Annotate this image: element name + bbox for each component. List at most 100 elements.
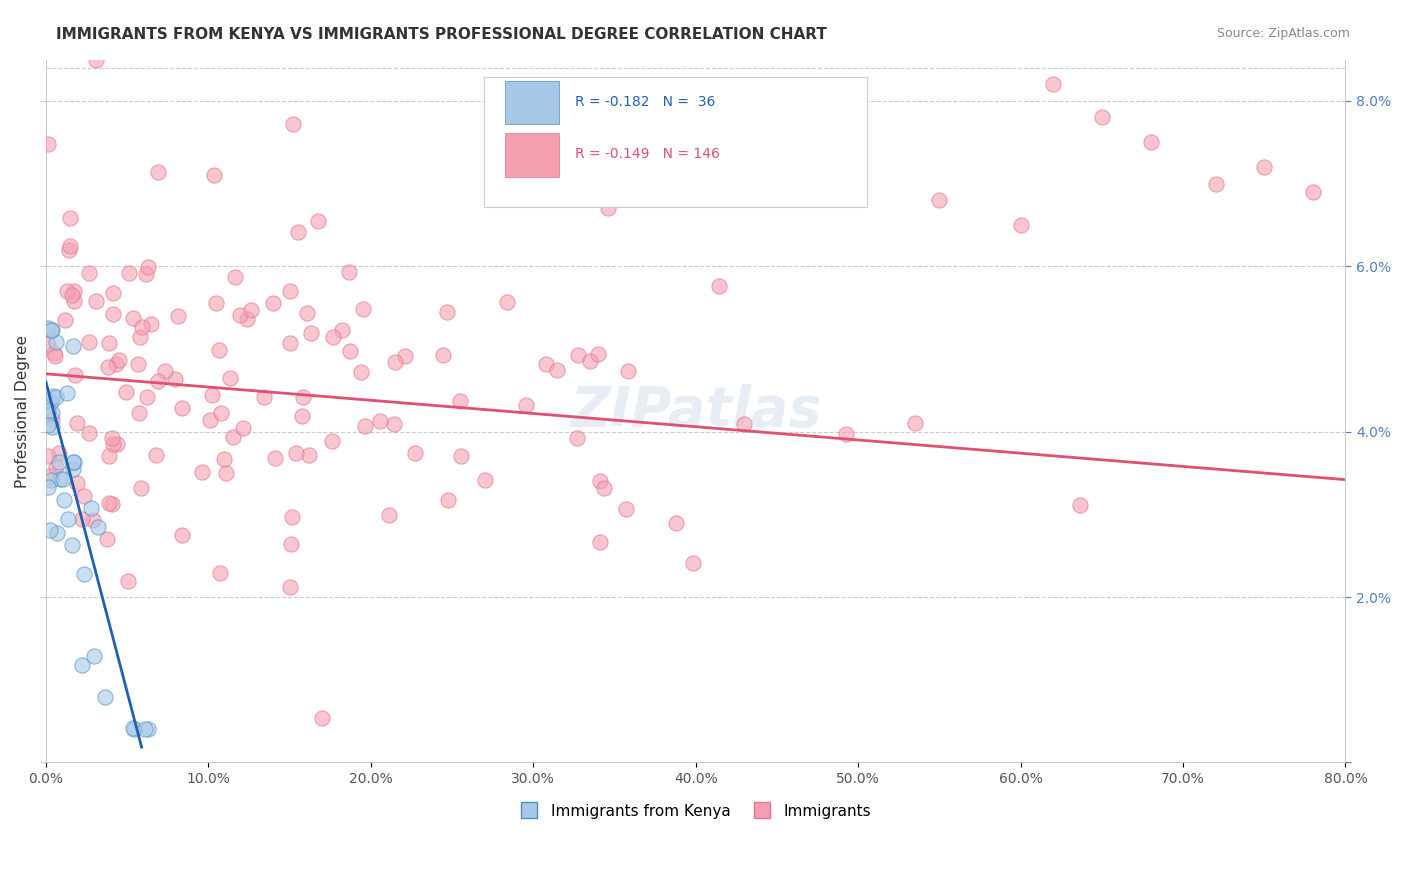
Point [202,168,225,182]
Point [1302,185,1324,199]
Point [41,420,63,434]
Point [592,481,614,495]
Point [145,448,167,462]
Point [136,260,159,274]
Point [37,336,59,351]
Point [60,288,83,302]
Point [253,391,276,405]
Point [118,266,141,280]
Point [474,473,496,487]
Point [131,320,153,334]
Point [63,293,86,308]
Point [208,343,231,357]
Point [56,386,79,401]
Point [292,390,315,404]
Point [66,416,89,430]
Point [51,473,73,487]
Point [209,406,232,420]
Point [101,286,124,301]
Point [163,371,186,385]
Point [546,362,568,376]
Point [404,446,426,460]
Point [56,511,79,525]
Point [41,323,63,337]
Point [285,445,308,459]
Point [83,648,105,663]
Point [122,311,145,326]
Point [37,480,59,494]
Point [450,449,472,463]
Point [114,384,136,399]
Point [37,320,59,334]
Point [198,413,221,427]
Point [52,493,75,508]
Point [614,501,637,516]
Point [378,508,401,523]
Point [534,357,557,371]
FancyBboxPatch shape [505,134,560,177]
Point [928,193,950,207]
Point [222,430,245,444]
Point [48,472,70,486]
Point [44,349,66,363]
Point [589,534,612,549]
Point [98,449,121,463]
Point [1042,78,1064,92]
Point [281,510,304,524]
Point [135,390,157,404]
Point [101,497,124,511]
Point [617,364,640,378]
Point [287,226,309,240]
Point [496,295,519,310]
Point [105,437,128,451]
Point [239,302,262,317]
Point [350,365,373,379]
Point [128,406,150,420]
Point [134,723,156,737]
Point [73,566,96,581]
Point [138,723,160,737]
Point [1139,136,1161,150]
Point [48,455,70,469]
Point [298,448,321,462]
Point [45,334,67,349]
Point [295,306,318,320]
Point [87,519,110,533]
Point [733,417,755,432]
Point [229,309,252,323]
Point [62,284,84,298]
Point [1069,498,1091,512]
Point [58,243,80,257]
Point [129,330,152,344]
Point [1253,160,1275,174]
Point [567,431,589,445]
Point [117,574,139,589]
Point [97,496,120,510]
Point [62,455,84,469]
Text: Source: ZipAtlas.com: Source: ZipAtlas.com [1216,27,1350,40]
Point [166,310,188,324]
Point [80,501,103,516]
Point [436,305,458,319]
Point [55,312,77,326]
Point [589,474,612,488]
Point [59,211,82,226]
Point [107,353,129,368]
Point [39,473,62,487]
FancyBboxPatch shape [484,78,868,207]
Point [135,267,157,281]
Point [62,339,84,353]
Point [77,425,100,440]
Point [65,368,87,383]
Point [60,538,83,552]
Point [56,285,79,299]
Point [98,336,121,351]
Point [321,434,343,448]
Point [235,312,257,326]
Point [262,296,284,310]
Point [77,266,100,280]
Point [218,370,240,384]
Point [70,658,93,673]
Point [307,213,329,227]
Point [62,455,84,469]
